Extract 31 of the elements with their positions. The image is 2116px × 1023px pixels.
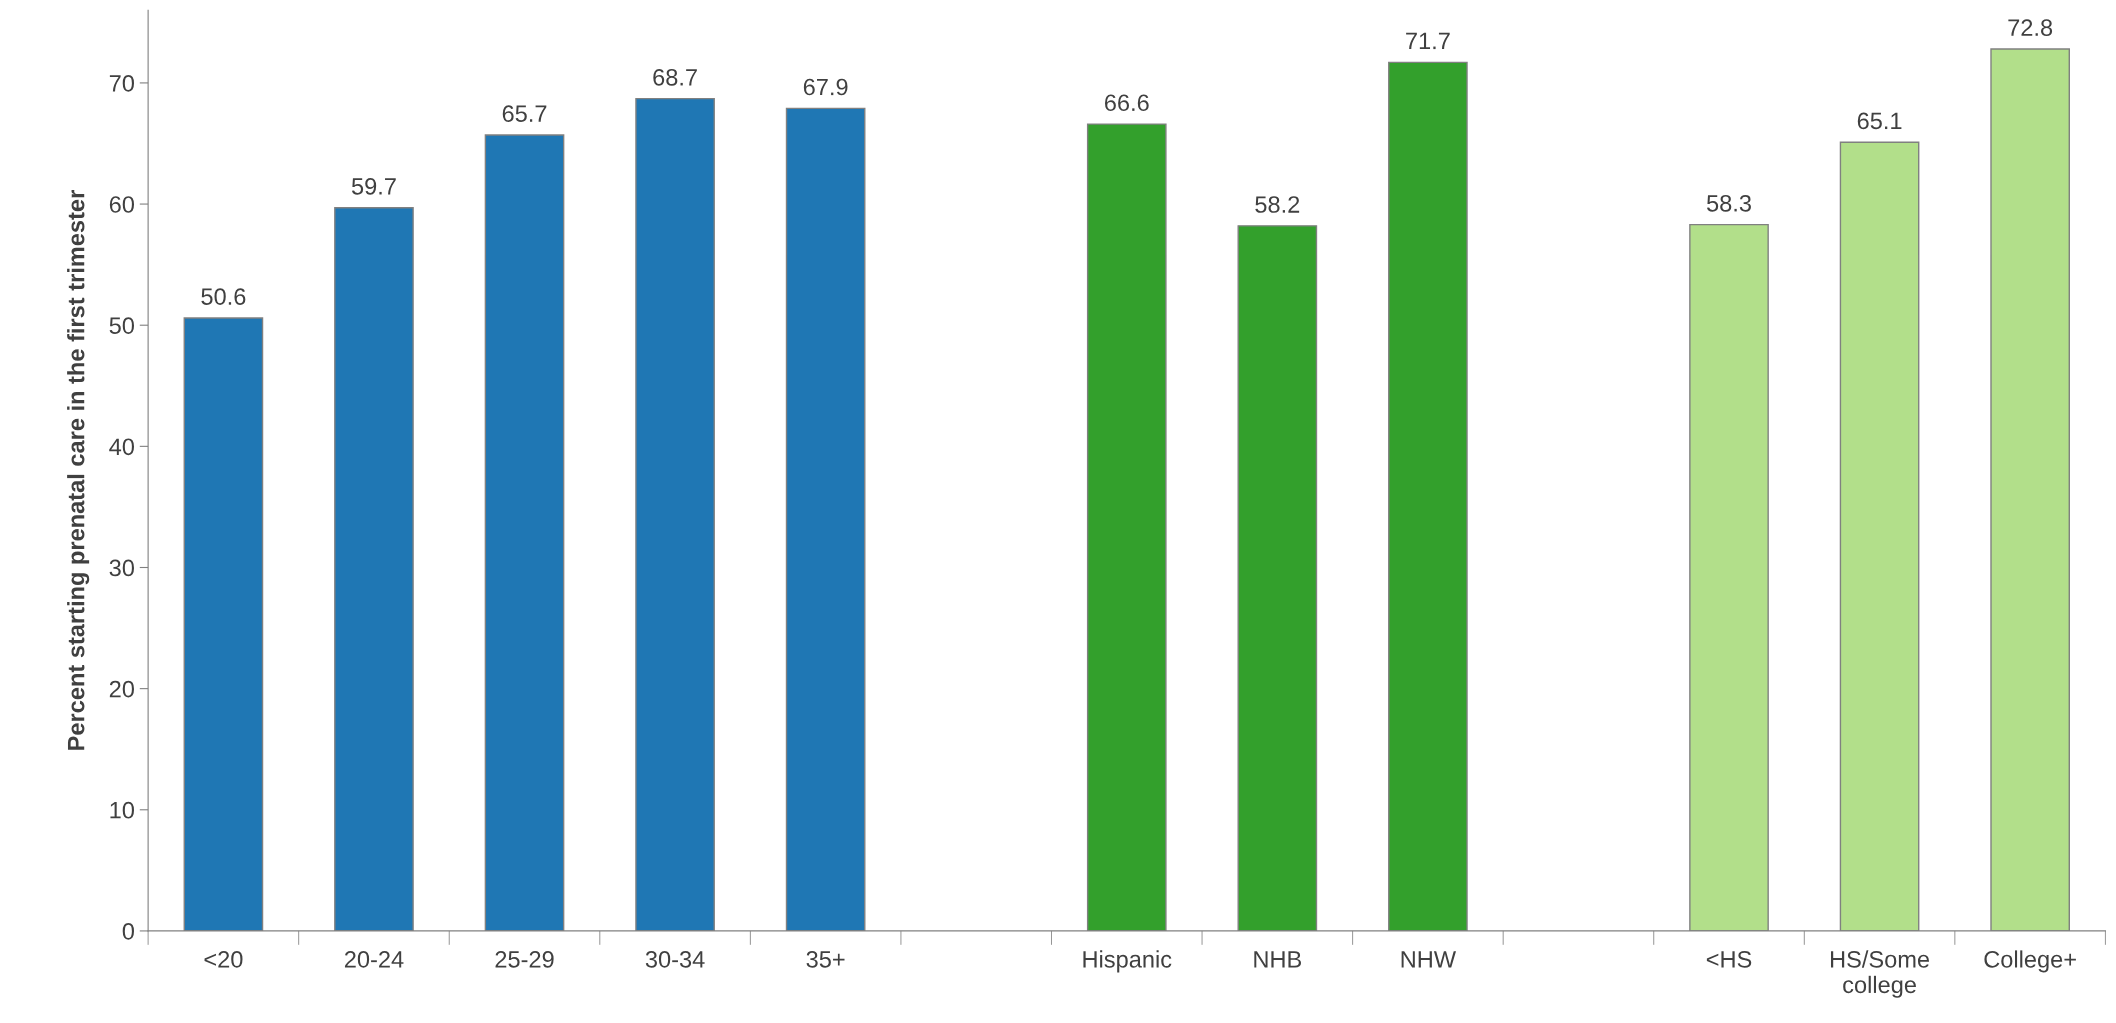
data-label: 65.7 bbox=[502, 105, 547, 123]
x-tick-label: 25-29 bbox=[495, 951, 554, 968]
data-label: 67.9 bbox=[803, 78, 848, 96]
x-tick-label: College+ bbox=[1984, 950, 2076, 973]
data-label: 66.6 bbox=[1104, 94, 1149, 112]
y-tick-label: 60 bbox=[109, 196, 134, 213]
data-label: 72.8 bbox=[2008, 19, 2053, 36]
data-label: 59.7 bbox=[351, 177, 396, 195]
y-axis-title: Percent starting prenatal care in the first trimester bbox=[67, 190, 90, 750]
data-label: 50.6 bbox=[201, 288, 246, 305]
y-tick-label: 50 bbox=[109, 317, 134, 334]
y-tick-label: 10 bbox=[110, 801, 134, 819]
y-tick-label: 30 bbox=[109, 559, 134, 577]
data-label: 65.1 bbox=[1857, 112, 1902, 130]
data-label: 58.2 bbox=[1255, 196, 1300, 213]
y-tick-label: 70 bbox=[109, 74, 134, 92]
x-tick-label: 20-24 bbox=[344, 951, 404, 968]
x-tick-label: Hispanic bbox=[1083, 950, 1172, 973]
y-tick-label: 20 bbox=[109, 680, 134, 698]
x-tick-label: 30-34 bbox=[645, 951, 705, 968]
x-tick-label: NHB bbox=[1254, 951, 1302, 968]
data-label: 58.3 bbox=[1706, 194, 1751, 212]
y-tick-label: 40 bbox=[109, 438, 134, 456]
y-tick-label: 0 bbox=[122, 923, 134, 940]
x-tick-label: 35+ bbox=[806, 951, 845, 968]
data-label: 71.7 bbox=[1406, 32, 1450, 50]
data-label: 68.7 bbox=[653, 68, 697, 86]
x-tick-label: <HS bbox=[1706, 951, 1752, 968]
x-tick-label: NHW bbox=[1401, 951, 1457, 968]
x-tick-label: <20 bbox=[204, 951, 243, 968]
x-tick-label: HS/Some college bbox=[1831, 950, 1930, 998]
